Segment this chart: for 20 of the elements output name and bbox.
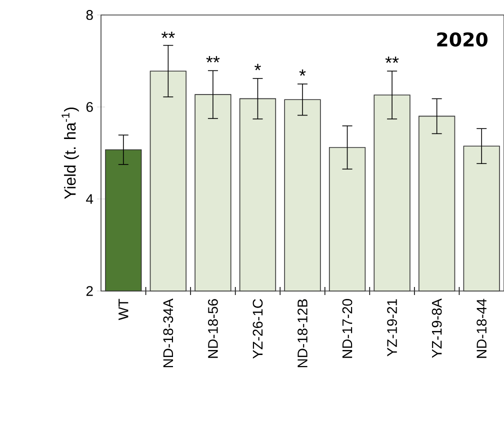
annotation: ** <box>385 56 399 63</box>
text: 2020 <box>437 32 488 47</box>
y-tick-label: 6 <box>86 102 93 112</box>
x-tick-label: YZ-26-1C <box>252 299 263 359</box>
y-tick-label: 8 <box>86 10 93 20</box>
annotation: * <box>254 64 261 70</box>
x-tick-label: ND-18-44 <box>476 298 487 358</box>
x-tick-label: WT <box>118 298 128 320</box>
y-axis-title: Yield (t. ha$^{-1}$) <box>62 108 79 200</box>
x-tick-label: ND-18-56 <box>208 299 218 358</box>
annotation: * <box>299 69 306 76</box>
y-tick-label: 2 <box>86 286 93 296</box>
annotation: ** <box>161 32 175 38</box>
x-tick-label: ND-18-12B <box>298 299 308 368</box>
x-tick-label: YZ-19-21 <box>387 299 397 356</box>
annotation: ** <box>206 56 220 62</box>
y-tick-label: 4 <box>86 194 94 204</box>
x-tick-label: YZ-19-8A <box>432 298 442 358</box>
x-tick-label: ND-17-20 <box>342 299 352 358</box>
x-tick-label: ND-18-34A <box>163 298 174 368</box>
